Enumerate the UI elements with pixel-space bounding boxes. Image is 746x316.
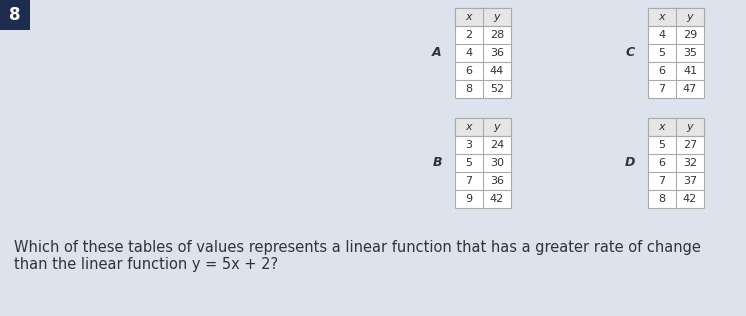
Text: 32: 32 [683,158,697,168]
Text: 4: 4 [466,48,472,58]
Text: 29: 29 [683,30,697,40]
Text: y: y [494,12,501,22]
Text: 30: 30 [490,158,504,168]
Text: y: y [686,12,693,22]
Text: 24: 24 [490,140,504,150]
Text: 52: 52 [490,84,504,94]
Text: x: x [659,12,665,22]
Text: x: x [466,122,472,132]
Text: Which of these tables of values represents a linear function that has a greater : Which of these tables of values represen… [14,240,701,255]
Bar [648,118,704,136]
Bar [648,8,704,26]
Text: 8: 8 [466,84,472,94]
Text: x: x [659,122,665,132]
Bar [455,118,511,136]
Text: 6: 6 [659,66,665,76]
Text: 41: 41 [683,66,697,76]
Bar [455,8,511,26]
Text: 8: 8 [659,194,665,204]
Text: B: B [432,156,442,169]
Bar [455,118,511,208]
Bar [455,8,511,98]
Text: 7: 7 [659,84,665,94]
Text: 5: 5 [466,158,472,168]
Text: x: x [466,12,472,22]
Text: C: C [625,46,635,59]
Text: 8: 8 [9,6,21,24]
Text: 27: 27 [683,140,697,150]
Text: 9: 9 [466,194,472,204]
Text: 42: 42 [683,194,697,204]
Text: 3: 3 [466,140,472,150]
Text: y: y [494,122,501,132]
Text: D: D [625,156,635,169]
Bar [0,0,30,30]
Text: 7: 7 [466,176,472,186]
Text: 4: 4 [659,30,665,40]
Text: than the linear function y = 5x + 2?: than the linear function y = 5x + 2? [14,257,278,272]
Text: 47: 47 [683,84,697,94]
Bar [648,8,704,98]
Text: 37: 37 [683,176,697,186]
Bar [648,118,704,208]
Text: 2: 2 [466,30,472,40]
Text: A: A [432,46,442,59]
Text: y: y [686,122,693,132]
Text: 7: 7 [659,176,665,186]
Text: 5: 5 [659,48,665,58]
Text: 44: 44 [490,66,504,76]
Text: 42: 42 [490,194,504,204]
Text: 36: 36 [490,48,504,58]
Text: 6: 6 [466,66,472,76]
Text: 36: 36 [490,176,504,186]
Text: 28: 28 [490,30,504,40]
Text: 6: 6 [659,158,665,168]
Text: 35: 35 [683,48,697,58]
Text: 5: 5 [659,140,665,150]
